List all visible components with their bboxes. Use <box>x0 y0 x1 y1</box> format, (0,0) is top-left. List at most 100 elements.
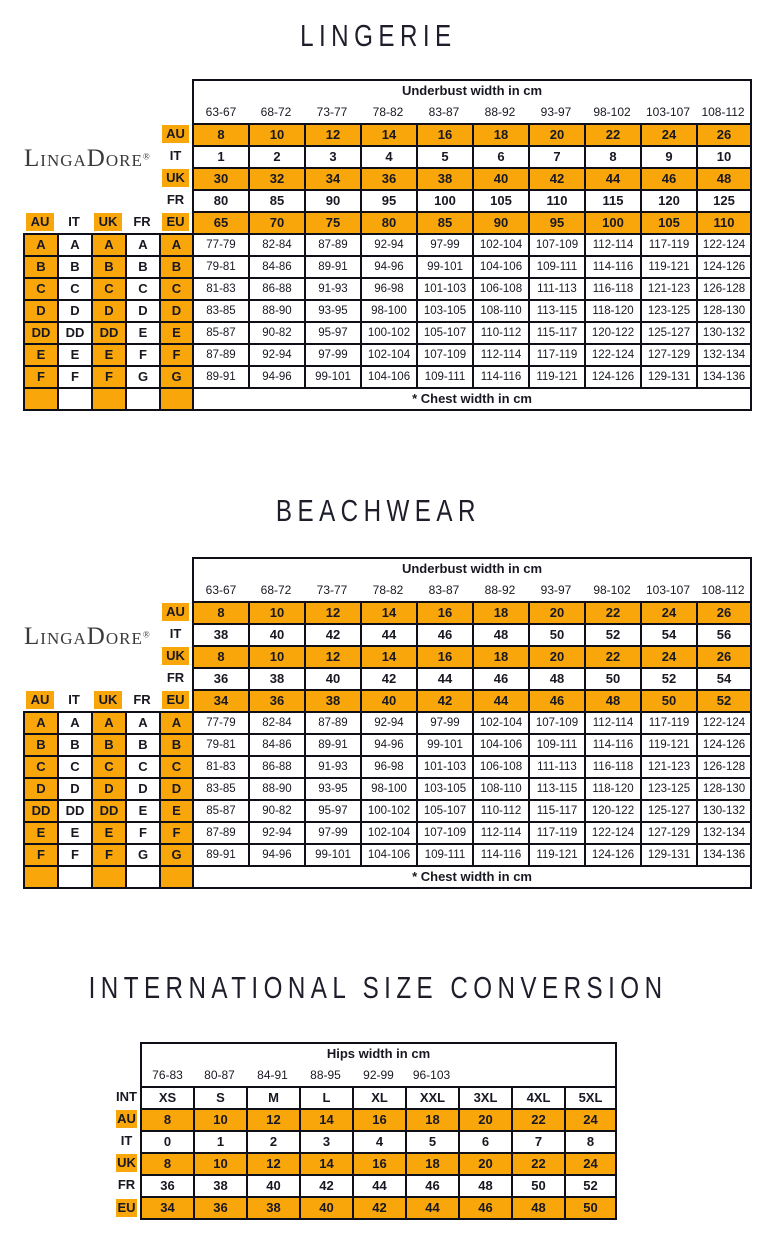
size-cell: 46 <box>472 667 528 689</box>
chest-width-cell: 112-114 <box>472 821 528 843</box>
cup-cell: D <box>159 777 192 799</box>
chest-width-cell: 127-129 <box>640 343 696 365</box>
row-label: IT <box>159 145 192 167</box>
size-cell: 10 <box>248 601 304 623</box>
cup-cell: D <box>91 777 125 799</box>
cup-cell: D <box>57 299 91 321</box>
row-label: FR <box>159 667 192 689</box>
size-cell: 20 <box>528 123 584 145</box>
size-cell: 14 <box>360 645 416 667</box>
hips-range-cell: 84-91 <box>257 1068 288 1082</box>
cup-cell: DD <box>23 799 57 821</box>
international-title: INTERNATIONAL SIZE CONVERSION <box>0 889 757 1004</box>
cup-cell: G <box>125 365 159 387</box>
chest-width-cell: 86-88 <box>248 277 304 299</box>
chest-width-cell: 88-90 <box>248 299 304 321</box>
cup-row: C C C C C 81-83 86-88 91-93 96-98 101-103 106-108 1… <box>23 755 753 777</box>
width-header-row: Underbust width in cm <box>23 79 753 101</box>
size-cell: 110 <box>528 189 584 211</box>
cup-cell: A <box>125 233 159 255</box>
size-cell: 95 <box>528 211 584 233</box>
chest-width-cell: 99-101 <box>304 365 360 387</box>
label-chip: UK <box>94 691 122 709</box>
size-row-au: AU 8 10 12 14 16 18 20 22 24 26 <box>23 601 753 623</box>
size-cell: 16 <box>416 645 472 667</box>
size-cell: 38 <box>416 167 472 189</box>
size-cell: 46 <box>528 689 584 711</box>
size-cell: 90 <box>472 211 528 233</box>
chest-width-cell: 124-126 <box>584 843 640 865</box>
beachwear-title: BEACHWEAR <box>0 411 757 527</box>
cup-cell: A <box>57 233 91 255</box>
size-cell: 26 <box>696 123 753 145</box>
chest-width-cell: 112-114 <box>584 233 640 255</box>
size-row-fr: FR 36 38 40 42 44 46 48 50 52 54 <box>23 667 753 689</box>
size-cell: 5 <box>416 145 472 167</box>
cup-cell: DD <box>91 799 125 821</box>
chest-width-cell: 117-119 <box>640 711 696 733</box>
width-header-row: Underbust width in cm <box>23 557 753 579</box>
size-cell: 44 <box>584 167 640 189</box>
cup-cell: B <box>91 255 125 277</box>
empty-cell <box>91 865 125 889</box>
cup-row: DD DD DD E E 85-87 90-82 95-97 100-102 105-107 110… <box>23 321 753 343</box>
cup-row: E E E F F 87-89 92-94 97-99 102-104 107-109 112-11… <box>23 343 753 365</box>
size-cell: 1 <box>192 145 248 167</box>
chest-width-cell: 87-89 <box>304 233 360 255</box>
label-chip: EU <box>116 1199 137 1217</box>
size-cell: 14 <box>299 1152 352 1174</box>
chest-width-cell: 99-101 <box>416 733 472 755</box>
chest-width-cell: 103-105 <box>416 777 472 799</box>
size-cell: 10 <box>248 645 304 667</box>
cup-cell: F <box>125 343 159 365</box>
chest-width-cell: 85-87 <box>192 321 248 343</box>
chest-width-cell: 90-82 <box>248 321 304 343</box>
cup-cell: G <box>159 365 192 387</box>
chest-width-cell: 106-108 <box>472 277 528 299</box>
spacer <box>23 579 57 601</box>
size-cell: 110 <box>696 211 753 233</box>
size-cell: 125 <box>696 189 753 211</box>
spacer <box>159 79 192 101</box>
size-cell: 18 <box>405 1152 458 1174</box>
chest-width-cell: 132-134 <box>696 343 753 365</box>
size-cell: 48 <box>472 623 528 645</box>
cup-cell: F <box>125 821 159 843</box>
underbust-range-cell: 78-82 <box>372 583 404 597</box>
underbust-range-cell: 83-87 <box>428 583 460 597</box>
chest-width-cell: 124-126 <box>696 255 753 277</box>
size-cell: L <box>299 1086 352 1108</box>
cup-cell: B <box>23 255 57 277</box>
chest-width-cell: 101-103 <box>416 277 472 299</box>
chest-width-cell: 92-94 <box>248 821 304 843</box>
size-cell: S <box>193 1086 246 1108</box>
chest-width-cell: 88-90 <box>248 777 304 799</box>
underbust-range-cell: 88-92 <box>484 583 516 597</box>
chest-width-cell: 124-126 <box>584 365 640 387</box>
spacer <box>125 601 159 623</box>
chest-width-cell: 108-110 <box>472 777 528 799</box>
lingerie-section: LINGERIE LINGADORE® Underbust width in c… <box>0 0 757 411</box>
underbust-range-cell: 108-112 <box>696 101 753 123</box>
spacer <box>159 557 192 579</box>
cup-cell: DD <box>57 799 91 821</box>
cup-cell: D <box>91 299 125 321</box>
chest-width-cell: 85-87 <box>192 799 248 821</box>
cup-column-header: FR <box>125 689 159 711</box>
label-chip: FR <box>133 692 151 707</box>
size-cell: 95 <box>360 189 416 211</box>
width-header: Underbust width in cm <box>192 79 753 101</box>
size-cell: 22 <box>511 1108 564 1130</box>
size-cell: 10 <box>248 123 304 145</box>
size-cell: 38 <box>193 1174 246 1196</box>
chest-width-cell: 87-89 <box>304 711 360 733</box>
cup-cell: A <box>91 711 125 733</box>
empty-cell <box>23 865 57 889</box>
spacer <box>57 667 91 689</box>
size-cell: 50 <box>511 1174 564 1196</box>
spacer <box>125 189 159 211</box>
spacer <box>91 667 125 689</box>
ranges-row: 63-67 68-72 73-77 78-82 83-87 88-92 93-97 98-10… <box>23 579 753 601</box>
label-chip: EU <box>162 691 189 709</box>
size-cell: 12 <box>304 601 360 623</box>
